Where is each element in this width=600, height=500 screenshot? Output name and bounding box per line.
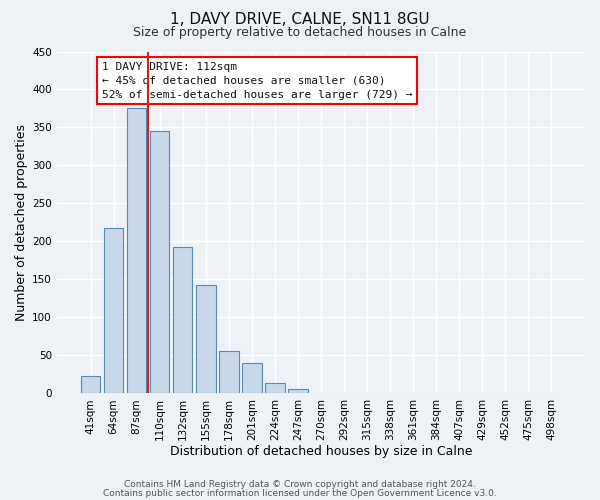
Bar	[265, 382, 284, 394]
Text: Size of property relative to detached houses in Calne: Size of property relative to detached ho…	[133, 26, 467, 39]
Bar	[150, 132, 169, 394]
Bar	[104, 228, 124, 394]
Bar	[541, 392, 561, 394]
Y-axis label: Number of detached properties: Number of detached properties	[15, 124, 28, 321]
Bar	[426, 392, 446, 394]
Bar	[288, 389, 308, 394]
Bar	[242, 363, 262, 394]
Text: 1, DAVY DRIVE, CALNE, SN11 8GU: 1, DAVY DRIVE, CALNE, SN11 8GU	[170, 12, 430, 28]
Bar	[81, 376, 100, 394]
Bar	[127, 108, 146, 394]
Text: 1 DAVY DRIVE: 112sqm
← 45% of detached houses are smaller (630)
52% of semi-deta: 1 DAVY DRIVE: 112sqm ← 45% of detached h…	[101, 62, 412, 100]
Bar	[173, 248, 193, 394]
Bar	[196, 284, 215, 394]
Text: Contains public sector information licensed under the Open Government Licence v3: Contains public sector information licen…	[103, 488, 497, 498]
Text: Contains HM Land Registry data © Crown copyright and database right 2024.: Contains HM Land Registry data © Crown c…	[124, 480, 476, 489]
Bar	[219, 351, 239, 394]
X-axis label: Distribution of detached houses by size in Calne: Distribution of detached houses by size …	[170, 444, 472, 458]
